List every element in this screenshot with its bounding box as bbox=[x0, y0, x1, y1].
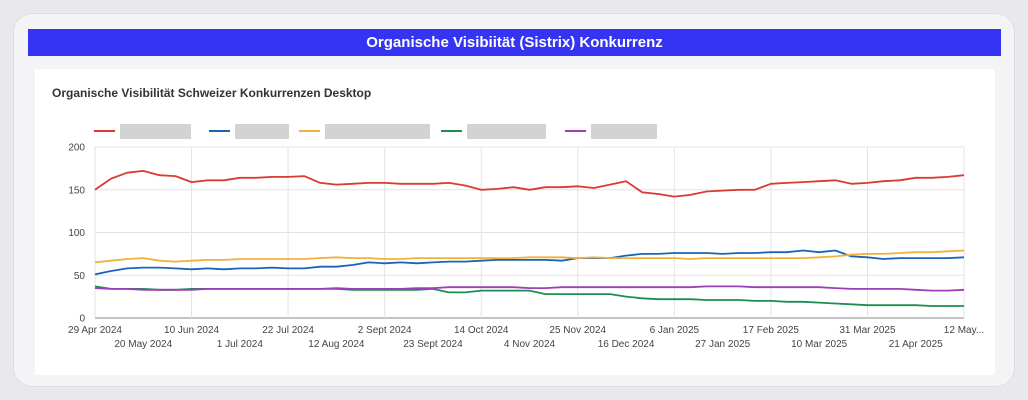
series-line-5 bbox=[94, 285, 965, 292]
x-tick-label: 29 Apr 2024 bbox=[68, 325, 122, 336]
series-line-1 bbox=[94, 170, 965, 198]
x-tick-label: 27 Jan 2025 bbox=[695, 339, 750, 350]
chart-legend[interactable] bbox=[94, 124, 657, 139]
x-tick-label: 20 May 2024 bbox=[114, 339, 172, 350]
y-tick-label: 50 bbox=[74, 271, 86, 282]
x-tick-label: 6 Jan 2025 bbox=[650, 325, 700, 336]
legend-label-redacted-3 bbox=[325, 124, 430, 139]
x-tick-label: 1 Jul 2024 bbox=[217, 339, 264, 350]
x-tick-label: 21 Apr 2025 bbox=[889, 339, 943, 350]
legend-label-redacted-1 bbox=[120, 124, 191, 139]
chart-grid bbox=[94, 146, 965, 319]
x-tick-label: 4 Nov 2024 bbox=[504, 339, 556, 350]
section-banner: Organische Visibiität (Sistrix) Konkurre… bbox=[28, 29, 1001, 56]
x-tick-label: 10 Mar 2025 bbox=[791, 339, 848, 350]
y-tick-label: 150 bbox=[68, 185, 85, 196]
x-tick-label: 17 Feb 2025 bbox=[743, 325, 800, 336]
x-tick-label: 14 Oct 2024 bbox=[454, 325, 509, 336]
chart-title: Organische Visibilität Schweizer Konkurr… bbox=[52, 86, 372, 100]
y-axis-tick-labels: 0 50 100 150 200 bbox=[68, 143, 85, 325]
x-tick-label: 12 May... bbox=[944, 325, 984, 336]
x-tick-label: 25 Nov 2024 bbox=[549, 325, 606, 336]
legend-label-redacted-4 bbox=[467, 124, 546, 139]
series-line-2 bbox=[94, 249, 965, 276]
legend-label-redacted-5 bbox=[591, 124, 657, 139]
x-axis-tick-labels: 29 Apr 2024 10 Jun 2024 22 Jul 2024 2 Sept … bbox=[68, 325, 984, 350]
y-tick-label: 0 bbox=[79, 314, 85, 325]
y-tick-label: 200 bbox=[68, 143, 85, 154]
x-tick-label: 31 Mar 2025 bbox=[839, 325, 896, 336]
legend-label-redacted-2 bbox=[235, 124, 289, 139]
x-tick-label: 2 Sept 2024 bbox=[358, 325, 412, 336]
x-tick-label: 12 Aug 2024 bbox=[308, 339, 365, 350]
y-tick-label: 100 bbox=[68, 228, 85, 239]
x-tick-label: 23 Sept 2024 bbox=[403, 339, 463, 350]
series-line-3 bbox=[94, 249, 965, 264]
x-tick-label: 16 Dec 2024 bbox=[598, 339, 655, 350]
chart-series bbox=[94, 170, 965, 307]
chart-panel bbox=[35, 69, 995, 375]
x-tick-label: 22 Jul 2024 bbox=[262, 325, 314, 336]
x-tick-label: 10 Jun 2024 bbox=[164, 325, 219, 336]
